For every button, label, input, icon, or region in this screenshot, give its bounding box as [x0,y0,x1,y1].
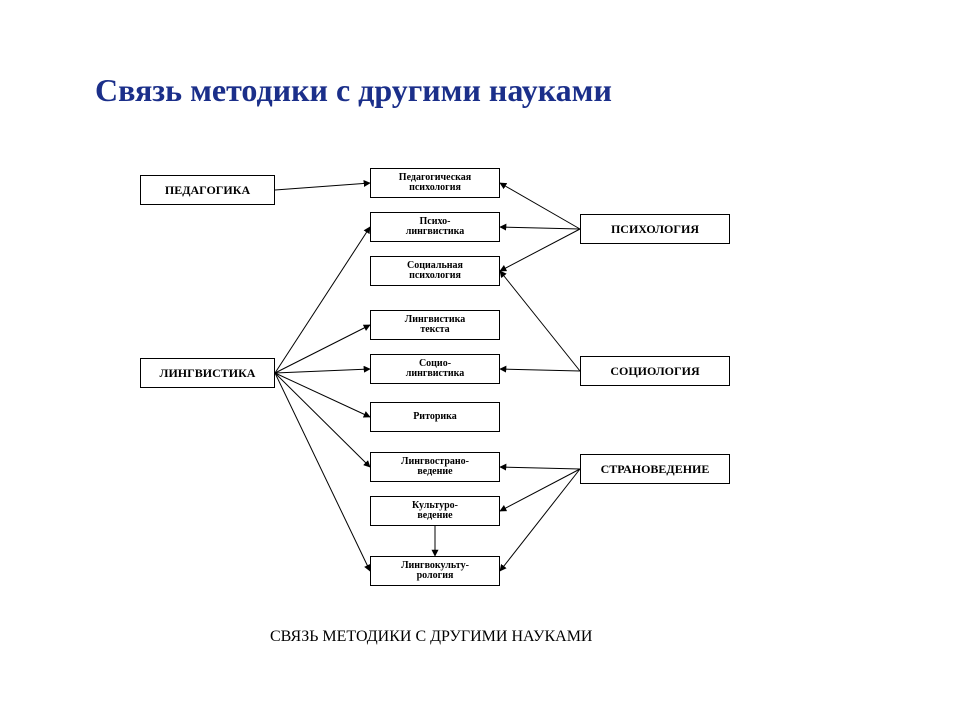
edge-stranoved-to-lingvostrano [500,467,580,469]
node-pedagogika: ПЕДАГОГИКА [140,175,275,205]
edge-psihologiya-to-psy_ling [500,227,580,229]
node-ritorika: Риторика [370,402,500,432]
edge-sociologiya-to-socio_ling [500,369,580,371]
node-stranoved: СТРАНОВЕДЕНИЕ [580,454,730,484]
edge-lingvistika-to-lingvokult [275,373,370,571]
node-socio_ling: Социо- лингвистика [370,354,500,384]
edge-sociologiya-to-soc_psy [500,271,580,371]
node-soc_psy: Социальная психология [370,256,500,286]
edge-stranoved-to-lingvokult [500,469,580,571]
node-lingvistika: ЛИНГВИСТИКА [140,358,275,388]
node-lingvokult: Лингвокульту- рология [370,556,500,586]
edge-stranoved-to-kulturo [500,469,580,511]
edge-psihologiya-to-soc_psy [500,229,580,271]
node-sociologiya: СОЦИОЛОГИЯ [580,356,730,386]
edge-lingvistika-to-ritorika [275,373,370,417]
node-ped_psy: Педагогическая психология [370,168,500,198]
node-lingvostrano: Лингвострано- ведение [370,452,500,482]
edge-lingvistika-to-socio_ling [275,369,370,373]
edge-lingvistika-to-psy_ling [275,227,370,373]
node-kulturo: Культуро- ведение [370,496,500,526]
node-psihologiya: ПСИХОЛОГИЯ [580,214,730,244]
edge-psihologiya-to-ped_psy [500,183,580,229]
edge-lingvistika-to-ling_text [275,325,370,373]
node-psy_ling: Психо- лингвистика [370,212,500,242]
node-ling_text: Лингвистика текста [370,310,500,340]
diagram-caption: СВЯЗЬ МЕТОДИКИ С ДРУГИМИ НАУКАМИ [270,628,592,646]
page-title: Связь методики с другими науками [95,72,612,109]
edge-lingvistika-to-lingvostrano [275,373,370,467]
edge-pedagogika-to-ped_psy [275,183,370,190]
